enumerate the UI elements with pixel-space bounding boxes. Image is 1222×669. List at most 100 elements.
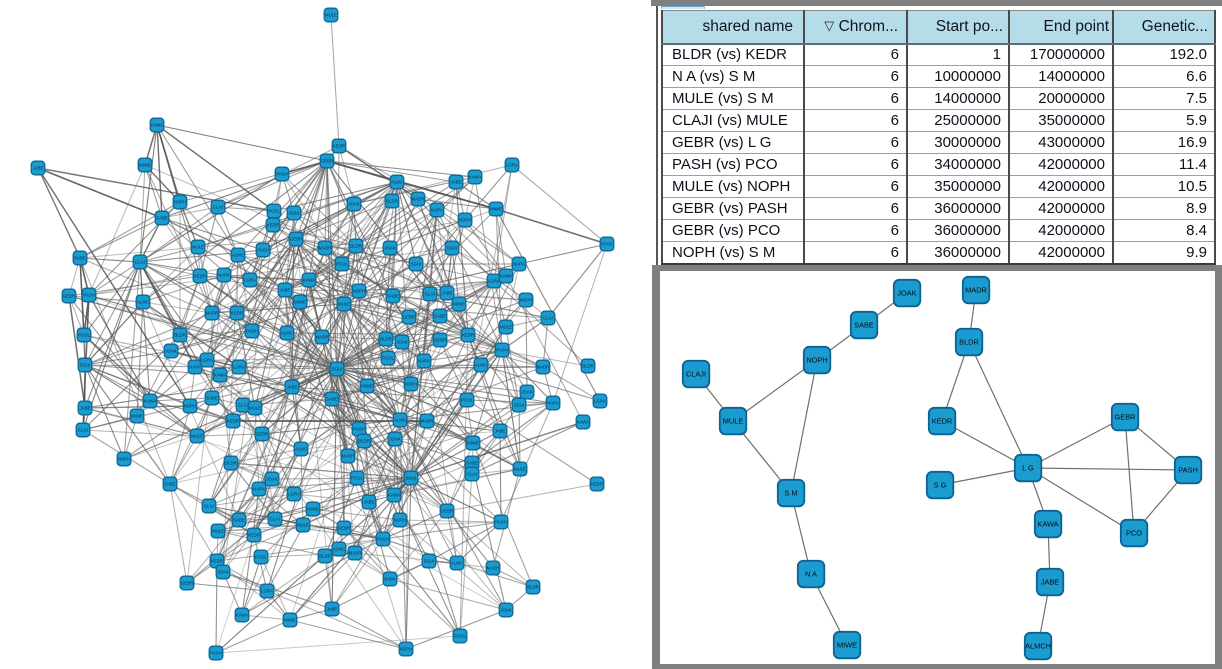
svg-text:PASH: PASH — [246, 329, 257, 334]
svg-text:SABE: SABE — [233, 518, 245, 523]
svg-text:JOAK: JOAK — [384, 246, 395, 251]
svg-text:CLAJ: CLAJ — [425, 292, 436, 297]
svg-text:BLDR: BLDR — [225, 461, 236, 466]
svg-text:MIWE: MIWE — [294, 300, 306, 305]
svg-text:KEDR: KEDR — [231, 311, 243, 316]
svg-text:PASH: PASH — [1178, 466, 1198, 475]
svg-text:L G: L G — [1022, 464, 1034, 473]
svg-text:PASH: PASH — [377, 537, 388, 542]
svg-text:GEBR: GEBR — [434, 338, 446, 343]
svg-text:GEBR: GEBR — [63, 294, 75, 299]
svg-text:KAWA: KAWA — [1037, 520, 1058, 529]
svg-text:JOAK: JOAK — [165, 349, 176, 354]
svg-text:BLDR: BLDR — [582, 364, 593, 369]
svg-text:SGUI: SGUI — [80, 363, 91, 368]
svg-text:NAPA: NAPA — [218, 273, 230, 278]
svg-text:SABE: SABE — [74, 256, 86, 261]
svg-text:CLAJ: CLAJ — [78, 428, 89, 433]
svg-text:PCOL: PCOL — [78, 333, 90, 338]
svg-text:JOAK: JOAK — [389, 437, 400, 442]
svg-text:SABE: SABE — [164, 482, 176, 487]
svg-text:ALMC: ALMC — [475, 363, 487, 368]
svg-text:SGUI: SGUI — [447, 246, 458, 251]
svg-text:MADR: MADR — [421, 419, 434, 424]
svg-text:SABE: SABE — [326, 397, 338, 402]
svg-text:SABE: SABE — [434, 314, 446, 319]
svg-text:MIWE: MIWE — [453, 302, 465, 307]
svg-text:MADR: MADR — [316, 335, 329, 340]
svg-text:KAWA: KAWA — [236, 613, 248, 618]
svg-text:PCOL: PCOL — [382, 356, 394, 361]
svg-text:PCOL: PCOL — [268, 209, 280, 214]
svg-text:KEDR: KEDR — [932, 417, 953, 426]
svg-text:N A: N A — [805, 570, 817, 579]
svg-text:NAPA: NAPA — [513, 262, 525, 267]
svg-text:GEBR: GEBR — [441, 509, 453, 514]
svg-text:SGUI: SGUI — [406, 476, 417, 481]
svg-text:PASH: PASH — [276, 172, 287, 177]
svg-text:KAWA: KAWA — [388, 493, 400, 498]
svg-text:MULE: MULE — [297, 523, 309, 528]
svg-text:SGUI: SGUI — [289, 211, 300, 216]
svg-text:NAPA: NAPA — [189, 365, 201, 370]
svg-text:PCOL: PCOL — [336, 262, 348, 267]
svg-text:LGRA: LGRA — [488, 279, 500, 284]
svg-text:MIWE: MIWE — [284, 618, 296, 623]
svg-text:MULE: MULE — [723, 417, 744, 426]
svg-text:NAPA: NAPA — [431, 208, 443, 213]
svg-text:CLAJI: CLAJI — [686, 370, 706, 379]
svg-text:NOPH: NOPH — [353, 289, 365, 294]
svg-text:ALMC: ALMC — [391, 180, 403, 185]
svg-text:MULE: MULE — [338, 302, 350, 307]
svg-text:PCOL: PCOL — [601, 242, 613, 247]
svg-text:JOAK: JOAK — [396, 340, 407, 345]
svg-text:LGRA: LGRA — [594, 399, 606, 404]
svg-text:JABE: JABE — [495, 429, 506, 434]
svg-text:JOAK: JOAK — [348, 202, 359, 207]
svg-text:MADR: MADR — [487, 566, 500, 571]
svg-text:KEDR: KEDR — [248, 533, 260, 538]
svg-text:MIWE: MIWE — [307, 507, 319, 512]
svg-text:PASH: PASH — [496, 348, 507, 353]
svg-text:JOAK: JOAK — [217, 570, 228, 575]
svg-text:PCOL: PCOL — [351, 476, 363, 481]
svg-text:SABE: SABE — [387, 294, 399, 299]
svg-text:BLDR: BLDR — [959, 338, 979, 347]
svg-text:MIWE: MIWE — [467, 441, 479, 446]
svg-text:PASH: PASH — [495, 520, 506, 525]
svg-text:SABE: SABE — [156, 216, 168, 221]
svg-text:CLAJ: CLAJ — [270, 517, 281, 522]
svg-text:KAWA: KAWA — [577, 420, 589, 425]
svg-text:LGRA: LGRA — [288, 492, 300, 497]
svg-text:KAWA: KAWA — [303, 278, 315, 283]
svg-text:KEDR: KEDR — [227, 419, 239, 424]
svg-text:MULE: MULE — [514, 467, 526, 472]
svg-text:SGUI: SGUI — [424, 559, 435, 564]
svg-text:KAWA: KAWA — [469, 175, 481, 180]
svg-text:NOPH: NOPH — [400, 647, 412, 652]
svg-text:NAPA: NAPA — [384, 577, 396, 582]
svg-text:SABE: SABE — [206, 396, 218, 401]
svg-text:MADR: MADR — [349, 551, 362, 556]
svg-text:NOPH: NOPH — [459, 218, 471, 223]
svg-text:KEDR: KEDR — [333, 144, 345, 149]
svg-text:ALMC: ALMC — [232, 253, 244, 258]
svg-text:PASH: PASH — [83, 293, 94, 298]
svg-text:PCOL: PCOL — [454, 634, 466, 639]
svg-text:MULE: MULE — [500, 325, 512, 330]
svg-text:NOPH: NOPH — [174, 200, 186, 205]
svg-text:PASH: PASH — [353, 427, 364, 432]
svg-text:ALMCH: ALMCH — [1025, 642, 1051, 651]
svg-text:BLDR: BLDR — [319, 554, 330, 559]
svg-text:GEBR: GEBR — [290, 237, 302, 242]
svg-text:CLAJ: CLAJ — [543, 316, 554, 321]
svg-text:JOAK: JOAK — [266, 477, 277, 482]
svg-text:GEBR: GEBR — [321, 159, 333, 164]
svg-text:ALMC: ALMC — [451, 561, 463, 566]
svg-text:NOPH: NOPH — [405, 382, 417, 387]
svg-text:NAPA: NAPA — [547, 401, 559, 406]
svg-text:SGUI: SGUI — [332, 367, 343, 372]
svg-text:PCOL: PCOL — [255, 555, 267, 560]
svg-text:BLDR: BLDR — [380, 337, 391, 342]
svg-text:JABE: JABE — [280, 288, 291, 293]
